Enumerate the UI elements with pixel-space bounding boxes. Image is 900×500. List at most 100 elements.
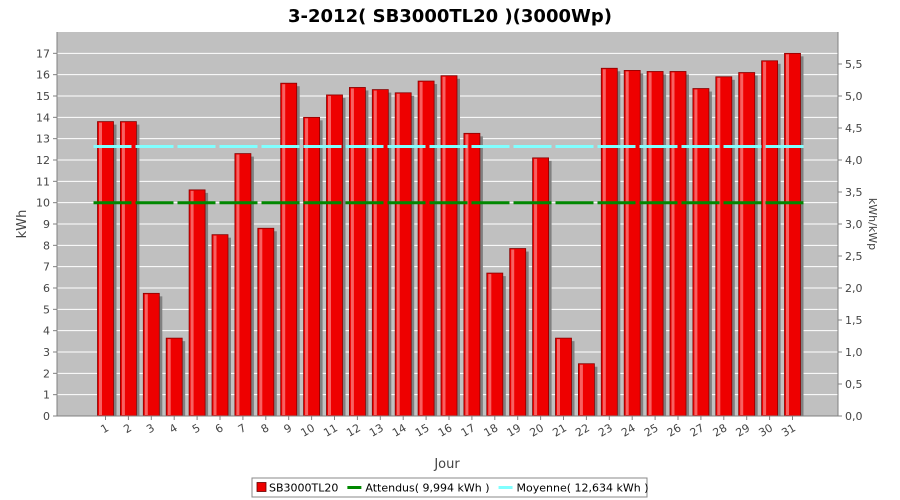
x-tick-label: 21 [550,421,569,439]
bar-highlight [694,89,698,416]
bar-highlight [763,61,767,416]
bar-highlight [579,364,583,415]
x-axis-label: Jour [433,457,460,472]
x-tick-label: 17 [459,421,478,439]
legend-entry: Moyenne( 12,634 kWh ) [517,482,649,495]
x-tick-label: 19 [505,421,524,439]
y-right-tick-label: 3,0 [845,218,863,231]
bar-highlight [99,122,102,415]
legend-entry: SB3000TL20 [269,482,338,495]
bar-highlight [648,72,652,415]
x-tick-label: 22 [573,421,592,439]
bar-highlight [717,77,721,416]
reference-lines [93,144,805,205]
x-tick-label: 10 [298,421,317,439]
x-tick-label: 6 [213,421,226,436]
y-right-tick-label: 4,0 [845,154,863,167]
bar-highlight [465,134,469,416]
x-tick-label: 20 [527,421,546,439]
x-tick-label: 24 [619,421,638,439]
bar-highlight [121,122,125,415]
x-tick-label: 2 [121,421,134,436]
bar-highlight [396,93,400,416]
y-tick-label: 5 [43,303,50,316]
x-tick-label: 3 [144,421,157,436]
bar-highlight [602,69,606,416]
bar-highlight [419,82,423,416]
y-right-tick-label: 0,5 [845,378,863,391]
bar-highlight [671,72,675,415]
y-tick-label: 14 [36,111,50,124]
x-tick-label: 9 [282,421,295,436]
x-tick-label: 12 [344,421,363,439]
x-tick-label: 18 [482,421,501,439]
bar-highlight [511,249,515,415]
bar-highlight [282,84,286,415]
bar-highlight [190,190,194,415]
y-tick-label: 7 [43,261,50,274]
x-tick-label: 8 [259,421,272,436]
bar-highlight [328,95,331,415]
y-right-tick-label: 2,5 [845,250,863,263]
legend: SB3000TL20 Attendus( 9,994 kWh ) Moyenne( … [251,477,649,498]
x-tick-label: 11 [321,421,340,439]
x-axis-ticks: 1 2 3 4 5 6 7 8 9 10 11 12 13 14 15 16 17 18 19 20 21 22 23 24 2… [98,416,798,440]
x-tick-label: 5 [190,421,203,436]
y-right-tick-label: 4,5 [845,122,863,135]
x-tick-label: 15 [413,421,432,439]
bar-highlight [213,235,217,415]
y-tick-label: 8 [43,239,50,252]
x-tick-label: 29 [734,421,753,439]
y-right-tick-label: 2,0 [845,282,863,295]
bar-highlight [488,274,492,415]
chart-title: 3-2012( SB3000TL20 )(3000Wp) [288,6,612,27]
y-tick-label: 17 [36,47,50,60]
y-tick-label: 12 [36,154,50,167]
y-axis-right-ticks: 0,0 0,5 1,0 1,5 2,0 2,5 3,0 3,5 4,0 4,5 5,0 5,5 [838,58,863,423]
legend-swatch [256,482,267,492]
y-tick-label: 4 [43,325,50,338]
bar-highlight [534,158,538,415]
bar-highlight [740,73,744,416]
x-tick-label: 28 [711,421,730,439]
x-tick-label: 23 [596,421,615,439]
x-tick-label: 14 [390,421,409,439]
y-tick-label: 9 [43,218,50,231]
bar-highlight [259,229,263,415]
bar-highlight [144,294,148,415]
y-tick-label: 1 [43,389,50,402]
x-tick-label: 13 [367,421,386,439]
bar-highlight [305,118,309,415]
y-axis-label: kWh [15,210,30,239]
bar-highlight [557,339,560,415]
y-right-tick-label: 3,5 [845,186,863,199]
x-tick-label: 31 [779,421,798,439]
x-tick-label: 4 [167,421,180,436]
bar-series [97,52,804,417]
x-tick-label: 16 [436,421,455,439]
y-right-tick-label: 1,0 [845,346,863,359]
bar-highlight [373,90,377,415]
bar-highlight [167,339,171,415]
y-tick-label: 16 [36,69,50,82]
y-right-tick-label: 5,5 [845,58,863,71]
y-tick-label: 6 [43,282,50,295]
x-tick-label: 30 [756,421,775,439]
y-tick-label: 10 [36,197,50,210]
legend-entry: Attendus( 9,994 kWh ) [365,482,489,495]
y-right-tick-label: 5,0 [845,90,863,103]
x-tick-label: 25 [642,421,661,439]
y-tick-label: 11 [36,175,50,188]
y-tick-label: 0 [43,410,50,423]
y-tick-label: 3 [43,346,50,359]
x-tick-label: 1 [98,421,111,436]
bar-highlight [236,154,240,415]
x-tick-label: 7 [236,421,249,436]
x-tick-label: 26 [665,421,684,439]
bar-highlight [350,88,354,415]
y-tick-label: 13 [36,133,50,146]
y-axis-right-label: kWh/kWp [866,198,879,250]
